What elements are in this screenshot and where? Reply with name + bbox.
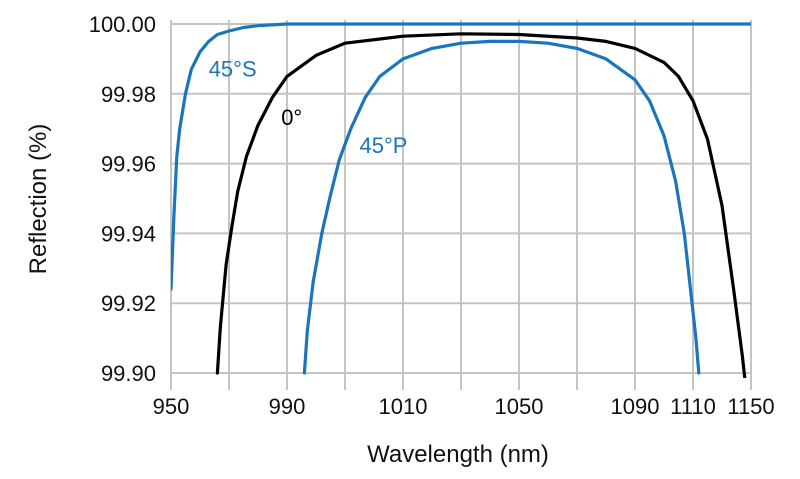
series-label: 45°P	[360, 133, 408, 158]
y-tick-label: 99.94	[101, 221, 156, 246]
x-axis-title: Wavelength (nm)	[367, 441, 549, 468]
x-tick-labels: 950 990 1010 1050 1090 1110 1150	[153, 394, 775, 419]
x-tick-label: 1090	[611, 394, 660, 419]
series-line	[171, 22, 751, 291]
series-lines	[171, 22, 751, 378]
y-axis-title: Reflection (%)	[25, 124, 52, 275]
x-tick-label: 1010	[379, 394, 428, 419]
y-tick-label: 99.92	[101, 291, 156, 316]
y-tick-label: 99.90	[101, 361, 156, 386]
vertical-gridlines	[170, 20, 752, 390]
x-tick-label: 950	[153, 394, 190, 419]
series-line	[215, 32, 747, 378]
y-tick-label: 99.98	[101, 82, 156, 107]
x-tick-label: 1150	[727, 394, 774, 419]
x-tick-label: 1110	[670, 394, 716, 419]
x-tick-label: 1050	[495, 394, 544, 419]
y-tick-label: 100.00	[89, 12, 156, 37]
series-labels: 45°S 0° 45°P	[209, 56, 408, 158]
x-tick-label: 990	[269, 394, 306, 419]
y-tick-labels: 99.90 99.92 99.94 99.96 99.98 100.00	[89, 12, 156, 386]
series-label: 45°S	[209, 56, 257, 81]
series-line	[302, 39, 701, 375]
y-tick-label: 99.96	[101, 152, 156, 177]
series-label: 0°	[281, 105, 302, 130]
